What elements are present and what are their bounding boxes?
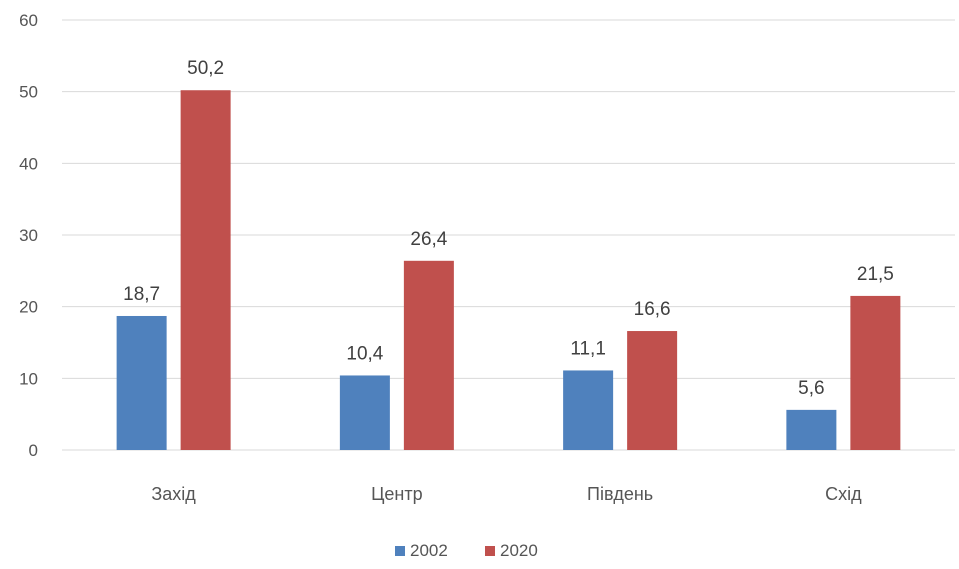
data-label-2002-0: 18,7 [123,284,160,305]
legend-label-2020: 2020 [500,541,538,560]
bars [117,90,901,450]
data-label-2020-2: 16,6 [634,299,671,320]
bar-2002-3 [786,410,836,450]
data-label-2020-3: 21,5 [857,264,894,285]
data-label-2002-2: 11,1 [570,338,606,359]
y-tick-label: 0 [29,441,38,460]
y-tick-label: 40 [19,154,38,173]
y-tick-label: 60 [19,11,38,30]
bar-2002-2 [563,370,613,450]
legend-swatch-2020 [485,546,495,556]
data-label-2020-0: 50,2 [187,58,224,79]
bar-2002-0 [117,316,167,450]
x-category-label: Південь [587,484,653,504]
bar-2020-3 [850,296,900,450]
bar-2020-2 [627,331,677,450]
data-label-2020-1: 26,4 [410,229,447,250]
x-category-label: Центр [371,484,423,504]
x-category-label: Схід [825,484,862,504]
x-axis-categories: Захід Центр Південь Схід [151,484,862,504]
bar-2002-1 [340,375,390,450]
data-labels: 18,7 50,2 10,4 26,4 11,1 16,6 5,6 21,5 [123,58,894,399]
y-axis-ticks: 0 10 20 30 40 50 60 [19,11,38,460]
data-label-2002-3: 5,6 [798,378,824,399]
x-category-label: Захід [151,484,196,504]
data-label-2002-1: 10,4 [346,343,383,364]
legend-swatch-2002 [395,546,405,556]
y-tick-label: 10 [19,369,38,388]
y-tick-label: 20 [19,298,38,317]
y-tick-label: 50 [19,83,38,102]
legend-label-2002: 2002 [410,541,448,560]
bar-2020-1 [404,261,454,450]
y-tick-label: 30 [19,226,38,245]
bar-2020-0 [181,90,231,450]
legend: 2002 2020 [395,541,538,560]
